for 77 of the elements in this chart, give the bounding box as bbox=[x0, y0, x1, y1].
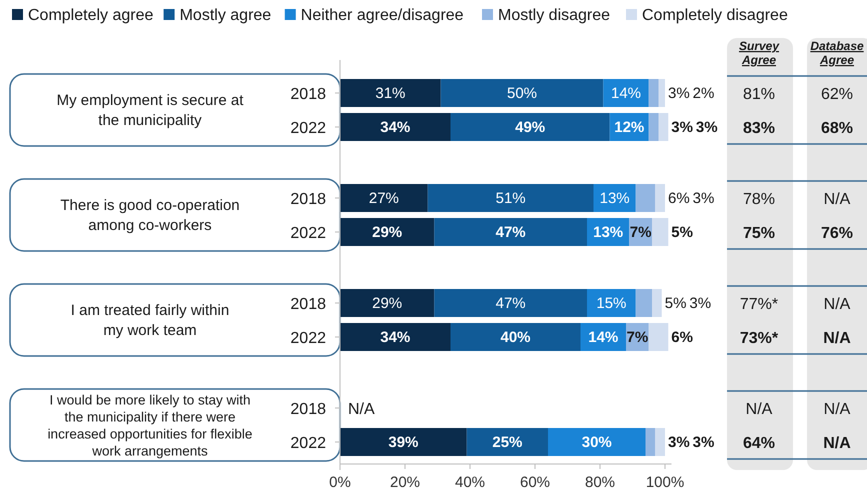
data-label: 3% bbox=[668, 85, 690, 102]
data-label: 5% bbox=[671, 224, 693, 241]
data-label: 6% bbox=[668, 190, 690, 207]
data-label: 31% bbox=[375, 85, 406, 102]
text: 68% bbox=[820, 120, 854, 137]
data-label: 39% bbox=[388, 434, 418, 451]
x-tick-label: 80% bbox=[584, 474, 616, 491]
data-label: 47% bbox=[496, 224, 526, 241]
data-label: 3% bbox=[671, 119, 693, 136]
text: Database Agree bbox=[810, 39, 864, 67]
text: 81% bbox=[742, 86, 776, 103]
y-tick-label: 2018 bbox=[290, 296, 326, 313]
x-tick-label: 20% bbox=[390, 474, 420, 491]
text: 83% bbox=[742, 120, 776, 137]
legend-label: Mostly disagree bbox=[498, 7, 610, 24]
data-label: 3% bbox=[689, 295, 712, 312]
y-tick-label: 2018 bbox=[290, 401, 326, 418]
text: 77%* bbox=[740, 296, 778, 313]
data-label: 3% bbox=[696, 119, 718, 136]
data-label: 51% bbox=[496, 190, 526, 207]
data-label: 3% bbox=[668, 434, 690, 451]
data-label: 14% bbox=[610, 85, 642, 102]
y-tick-label: 2022 bbox=[290, 225, 326, 242]
text: 76% bbox=[820, 225, 854, 242]
data-label: 50% bbox=[506, 85, 538, 102]
data-label: 29% bbox=[372, 295, 402, 312]
annotation: N/A bbox=[348, 401, 375, 418]
text: N/A bbox=[823, 435, 852, 452]
text: N/A bbox=[824, 296, 851, 313]
legend-label: Completely agree bbox=[28, 7, 154, 24]
text: N/A bbox=[746, 401, 773, 418]
data-label: 40% bbox=[500, 329, 531, 346]
legend-label: Neither agree/disagree bbox=[300, 7, 464, 24]
data-label: 13% bbox=[593, 224, 624, 241]
data-label: 7% bbox=[626, 329, 648, 346]
data-label: 15% bbox=[596, 295, 626, 312]
text: I would be more likely to stay with the municipality if there were increased opportunities for flexible work arrangements bbox=[48, 392, 252, 458]
y-tick-label: 2022 bbox=[290, 330, 326, 347]
data-label: 3% bbox=[692, 190, 714, 207]
data-label: 27% bbox=[368, 190, 399, 207]
text: 73%* bbox=[740, 330, 779, 347]
data-label: 12% bbox=[614, 119, 644, 136]
text: N/A bbox=[824, 191, 851, 208]
data-label: 30% bbox=[582, 434, 612, 451]
data-label: 14% bbox=[588, 329, 618, 346]
text: 75% bbox=[742, 225, 776, 242]
text: 62% bbox=[820, 86, 854, 103]
data-label: 49% bbox=[515, 119, 546, 136]
data-label: 2% bbox=[692, 85, 714, 102]
data-label: 13% bbox=[600, 190, 630, 207]
x-tick-label: 60% bbox=[520, 474, 550, 491]
data-label: 5% bbox=[664, 295, 686, 312]
text: N/A bbox=[824, 401, 851, 418]
text: There is good co-operation among co-workers bbox=[60, 197, 240, 234]
text: N/A bbox=[823, 330, 852, 347]
y-tick-label: 2018 bbox=[290, 86, 326, 103]
legend-label: Mostly agree bbox=[180, 7, 272, 24]
x-tick-label: 0% bbox=[329, 474, 351, 491]
data-label: 47% bbox=[496, 295, 526, 312]
text: 78% bbox=[742, 191, 776, 208]
data-label: 6% bbox=[671, 329, 693, 346]
legend-label: Completely disagree bbox=[642, 7, 788, 24]
text: Survey Agree bbox=[738, 39, 780, 67]
data-label: 34% bbox=[380, 119, 410, 136]
text: I am treated fairly within my work team bbox=[70, 302, 230, 339]
text: 64% bbox=[742, 435, 776, 452]
data-label: 34% bbox=[380, 329, 410, 346]
text: My employment is secure at the municipality bbox=[56, 92, 244, 129]
data-label: 3% bbox=[692, 434, 714, 451]
data-label: 29% bbox=[372, 224, 402, 241]
x-tick-label: 40% bbox=[454, 474, 486, 491]
y-tick-label: 2018 bbox=[290, 191, 326, 208]
data-label: 25% bbox=[492, 434, 522, 451]
x-tick-label: 100% bbox=[646, 474, 684, 491]
y-tick-label: 2022 bbox=[290, 435, 326, 452]
y-tick-label: 2022 bbox=[290, 120, 326, 137]
data-label: 7% bbox=[630, 224, 652, 241]
